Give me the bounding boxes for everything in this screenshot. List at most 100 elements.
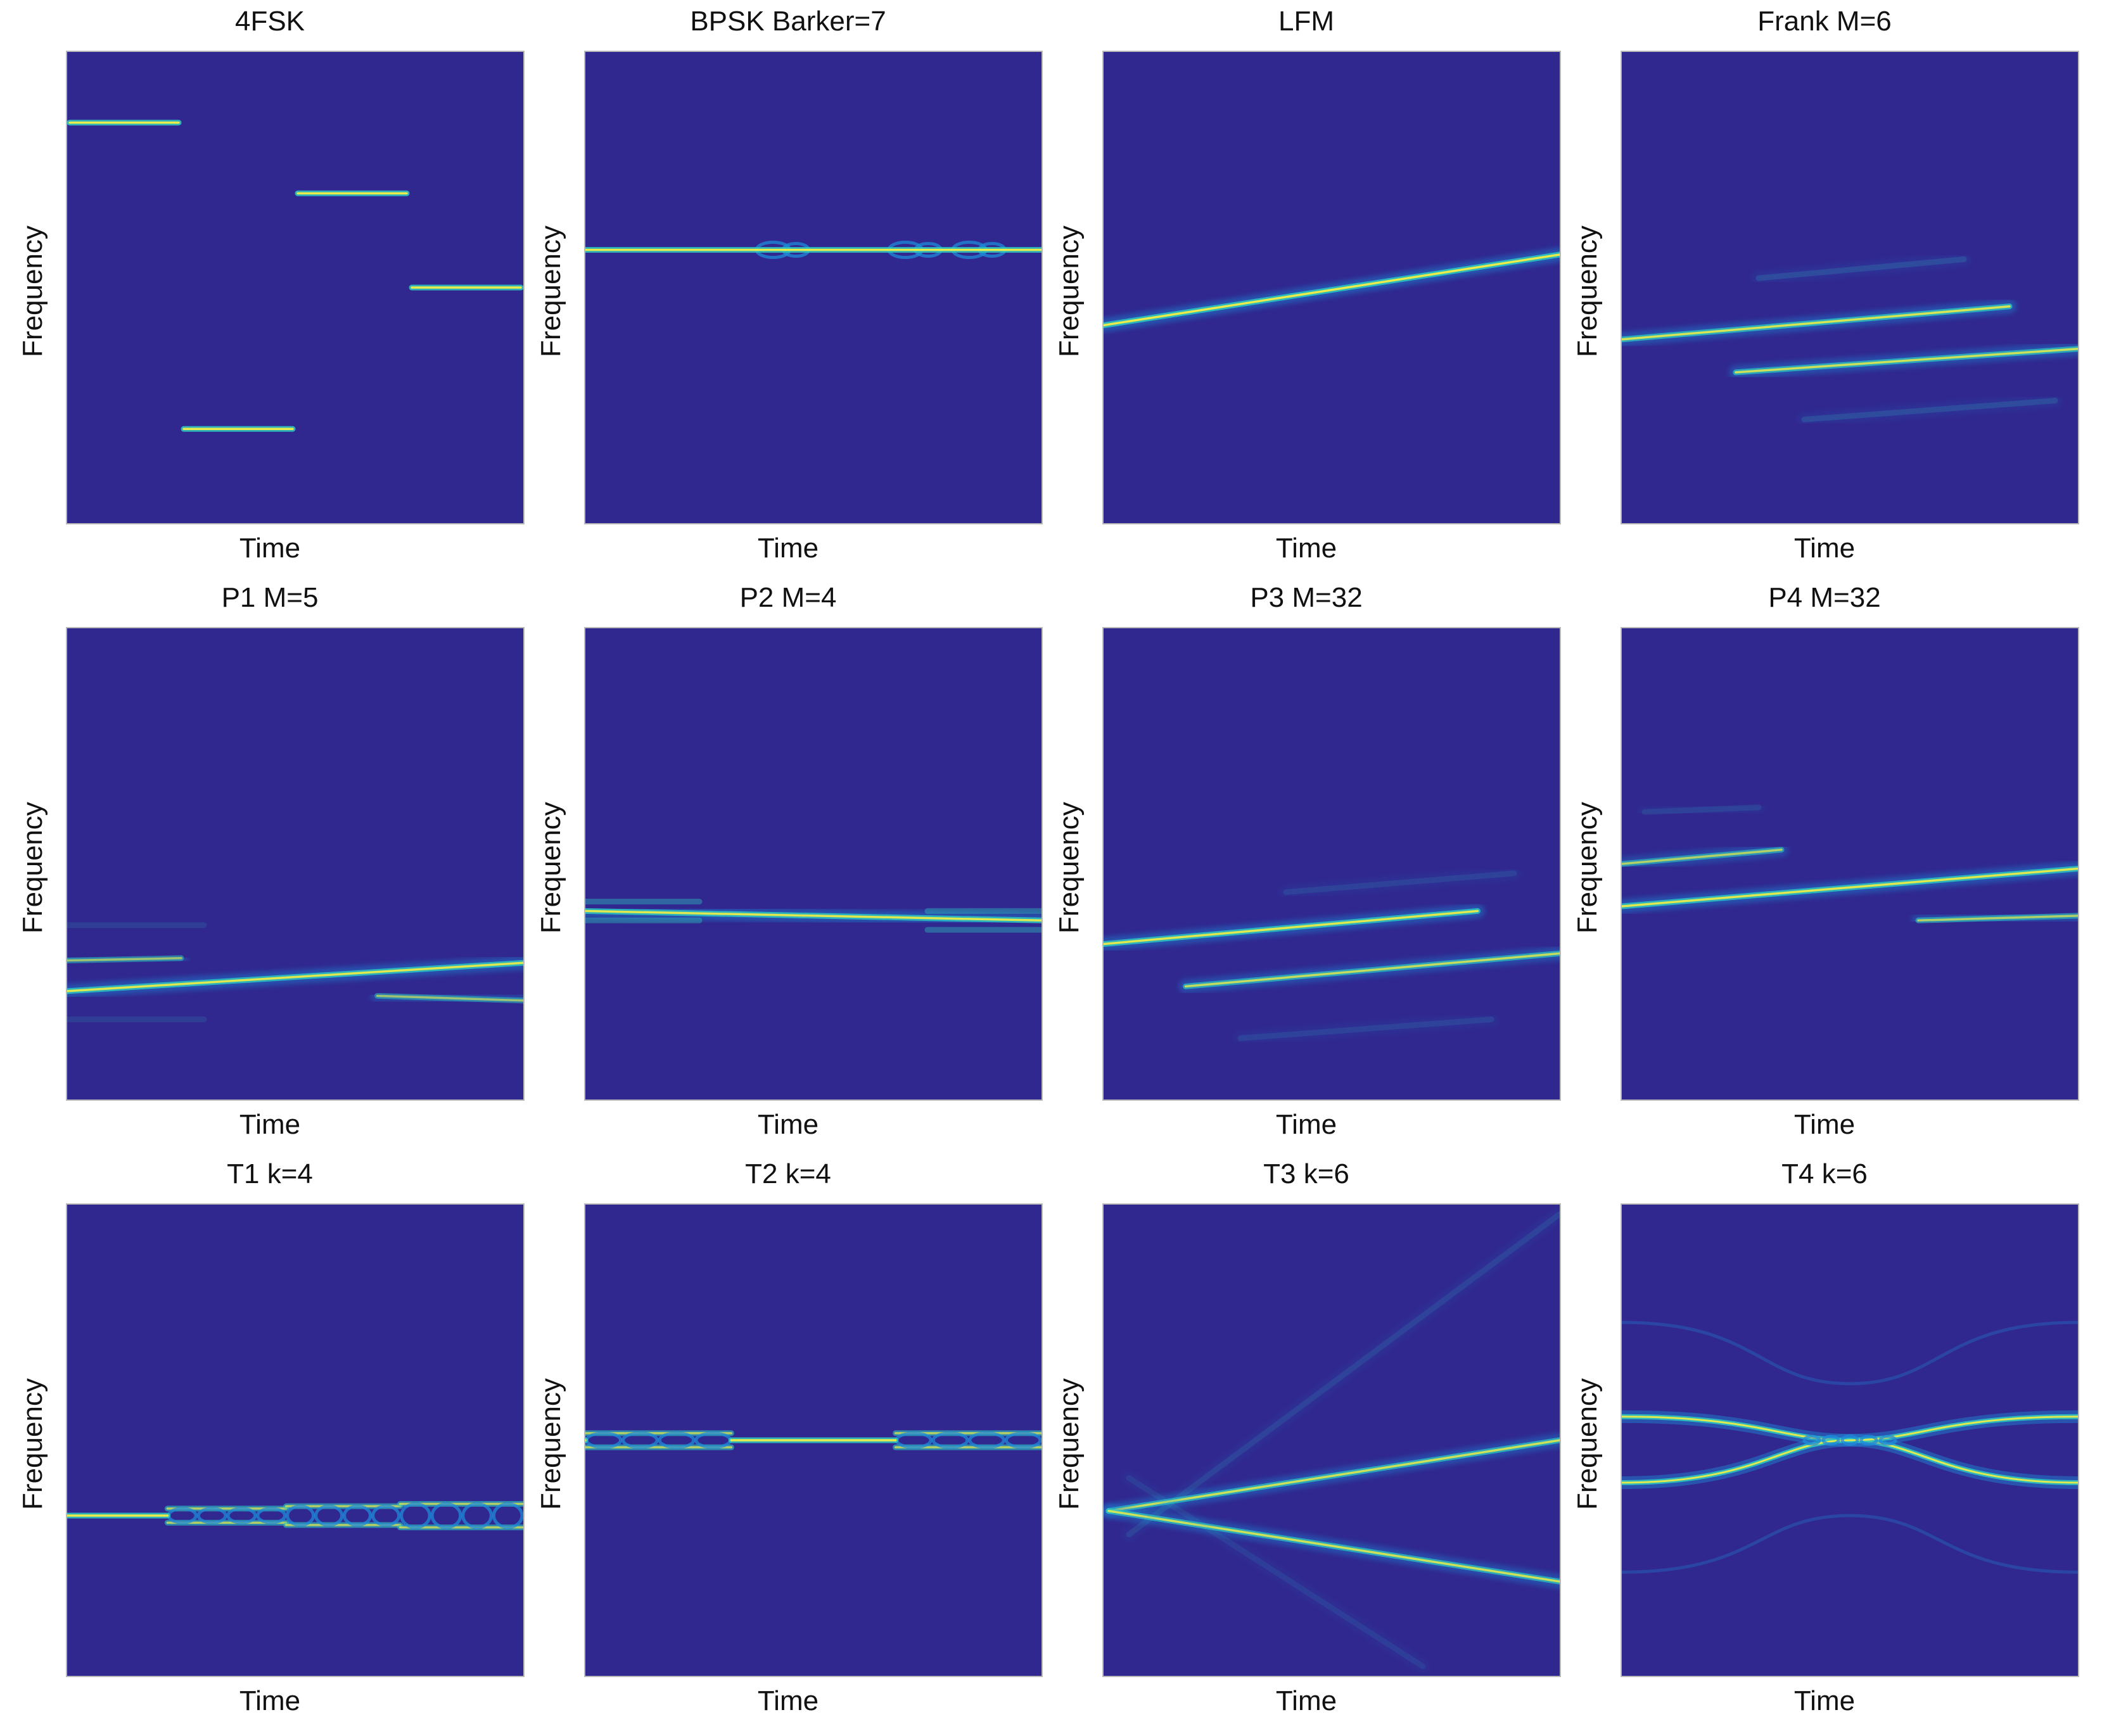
spectrogram-panel: P1 M=5 Frequency Time	[10, 576, 530, 1146]
interference-ripple	[461, 1502, 493, 1530]
interference-ripple	[226, 1507, 257, 1524]
interference-ripple	[1802, 1435, 1821, 1446]
x-axis-label: Time	[1275, 533, 1337, 564]
interference-ripple	[1821, 1435, 1840, 1446]
y-axis-label: Frequency	[1054, 225, 1085, 357]
interference-ripple	[343, 1504, 373, 1527]
panel-title: 4FSK	[234, 6, 305, 37]
spectrogram-panel: T4 k=6 Frequency Time	[1565, 1153, 2084, 1723]
spectrogram-panel: T1 k=4 Frequency Time	[10, 1153, 530, 1723]
y-axis-label: Frequency	[1054, 1378, 1085, 1510]
frequency-ridge	[1797, 393, 2062, 427]
y-axis-label: Frequency	[535, 225, 566, 357]
spectrogram-svg	[585, 628, 1041, 1099]
y-axis-label: Frequency	[17, 802, 48, 934]
interference-ripple	[968, 1431, 1005, 1449]
interference-ripple	[196, 1507, 227, 1524]
frequency-ridge	[1622, 299, 2016, 346]
crossing-ridges	[1622, 1321, 2078, 1574]
plot-area	[66, 1203, 525, 1677]
interference-ripple	[314, 1504, 344, 1527]
x-axis-label: Time	[1793, 1109, 1856, 1140]
spectrogram-panel: 4FSK Frequency Time	[10, 0, 530, 570]
x-axis-label: Time	[757, 533, 819, 564]
frequency-ridge	[1233, 1012, 1498, 1046]
panel-title: T4 k=6	[1781, 1158, 1868, 1189]
spectrogram-panel: P3 M=32 Frequency Time	[1047, 576, 1566, 1146]
heatmap-background	[585, 52, 1041, 523]
spectrogram-panel: LFM Frequency Time	[1047, 0, 1566, 570]
heatmap-background	[67, 628, 523, 1099]
heatmap-background	[1104, 1205, 1560, 1676]
frequency-ridge	[1622, 842, 1788, 871]
frequency-ridge	[370, 989, 523, 1008]
panel-title: P4 M=32	[1768, 582, 1881, 613]
x-axis-label: Time	[239, 1109, 301, 1140]
plot-area	[584, 51, 1043, 524]
y-axis-label: Frequency	[17, 225, 48, 357]
x-axis-label: Time	[757, 1685, 819, 1716]
y-axis-label: Frequency	[1054, 802, 1085, 934]
spectrogram-panel: P4 M=32 Frequency Time	[1565, 576, 2084, 1146]
frequency-ridge	[1638, 800, 1766, 820]
frequency-ridge	[1104, 904, 1485, 951]
heatmap-background	[1622, 52, 2078, 523]
frequency-ridge	[67, 951, 188, 968]
interference-ripple	[1840, 1435, 1859, 1446]
plot-area	[1621, 51, 2079, 524]
faint-ridge	[1122, 1207, 1560, 1542]
chirp-ridge-lower	[1104, 1504, 1560, 1589]
x-axis-label: Time	[1793, 533, 1856, 564]
interference-ripple	[256, 1507, 287, 1524]
interference-ripple	[931, 1431, 969, 1449]
panel-title: P3 M=32	[1250, 582, 1363, 613]
interference-ripple	[1004, 1431, 1041, 1449]
frequency-ridge	[1178, 946, 1560, 994]
interference-ripple	[1878, 1435, 1897, 1446]
interference-ripple	[400, 1502, 431, 1530]
panel-title: T2 k=4	[745, 1158, 831, 1189]
plot-area	[1102, 51, 1561, 524]
y-axis-label: Frequency	[17, 1378, 48, 1510]
spectrogram-panel: P2 M=4 Frequency Time	[528, 576, 1048, 1146]
spectrogram-svg	[585, 1205, 1041, 1676]
panel-title: Frank M=6	[1757, 6, 1892, 37]
spectrogram-svg	[1104, 628, 1560, 1099]
frequency-ridge	[67, 956, 523, 998]
interference-ripple	[371, 1504, 401, 1527]
y-axis-label: Frequency	[1572, 802, 1603, 934]
panel-title: BPSK Barker=7	[690, 6, 886, 37]
faint-ridge	[1122, 1471, 1430, 1674]
x-axis-label: Time	[1793, 1685, 1856, 1716]
spectrogram-panel: BPSK Barker=7 Frequency Time	[528, 0, 1048, 570]
interference-ripple	[658, 1431, 696, 1449]
panel-title: P2 M=4	[739, 582, 837, 613]
interference-ripple	[286, 1504, 315, 1527]
frequency-ridge	[585, 904, 1041, 928]
y-axis-label: Frequency	[1572, 1378, 1603, 1510]
plot-area	[1621, 1203, 2079, 1677]
frequency-ridge	[1279, 866, 1521, 899]
spectrogram-svg	[67, 628, 523, 1099]
frequency-ridge	[1729, 341, 2078, 379]
y-axis-label: Frequency	[535, 802, 566, 934]
panel-title: LFM	[1278, 6, 1334, 37]
plot-area	[584, 627, 1043, 1101]
interference-ripple	[621, 1431, 659, 1449]
x-axis-label: Time	[239, 1685, 301, 1716]
spectrogram-svg	[1622, 1205, 2078, 1676]
x-axis-label: Time	[757, 1109, 819, 1140]
x-axis-label: Time	[1275, 1109, 1337, 1140]
spectrogram-svg	[585, 52, 1041, 523]
spectrogram-panel: Frank M=6 Frequency Time	[1565, 0, 2084, 570]
panel-title: T3 k=6	[1263, 1158, 1349, 1189]
plot-area	[1102, 627, 1561, 1101]
plot-area	[66, 51, 525, 524]
panel-title: T1 k=4	[227, 1158, 313, 1189]
interference-ripple	[1859, 1435, 1878, 1446]
panel-title: P1 M=5	[221, 582, 319, 613]
y-axis-label: Frequency	[1572, 225, 1603, 357]
plot-area	[584, 1203, 1043, 1677]
heatmap-background	[585, 628, 1041, 1099]
